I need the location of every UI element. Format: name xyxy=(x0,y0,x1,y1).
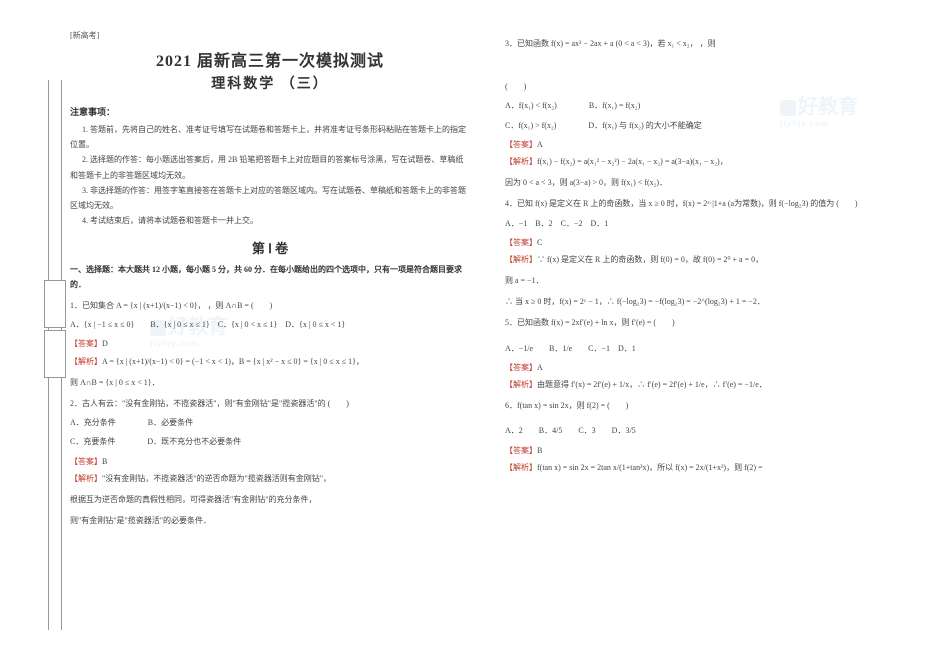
q6-options: A．2 B．4/5 C．3 D．3/5 xyxy=(505,423,915,438)
q2-answer: 【答案】B xyxy=(70,454,470,469)
notice-2: 2. 选择题的作答：每小题选出答案后，用 2B 铅笔把答题卡上对应题目的答案标号… xyxy=(70,152,470,182)
q6-ans-value: B xyxy=(537,446,542,455)
q4-sol-label: 【解析】 xyxy=(505,255,537,264)
q3-ans-value: A xyxy=(537,140,543,149)
q3-answer: 【答案】A xyxy=(505,137,915,152)
q2-solution: 【解析】"没有金刚钻，不揽瓷器活"的逆否命题为"揽瓷器活则有金刚钻"， xyxy=(70,471,470,486)
q4-sol-line2: 则 a = −1． xyxy=(505,273,915,288)
page-container: [新高考] 2021 届新高三第一次模拟测试 理科数学 （三） 注意事项： 1.… xyxy=(0,0,945,548)
q3-options-1: A．f(x₁) < f(x₂) B．f(x₁) = f(x₂) xyxy=(505,98,915,113)
q4-options: A．−1 B．2 C．−2 D．1 xyxy=(505,216,915,231)
q3-stem: 3．已知函数 f(x) = ax² − 2ax + a (0 < a < 3)，… xyxy=(505,39,698,48)
title-sub: 理科数学 （三） xyxy=(70,73,470,93)
q3-ans-label: 【答案】 xyxy=(505,140,537,149)
notice-3: 3. 非选择题的作答：用签字笔直接答在答题卡上对应的答题区域内。写在试题卷、草稿… xyxy=(70,183,470,213)
q4-solution: 【解析】∵ f(x) 是定义在 R 上的奇函数，则 f(0) = 0，故 f(0… xyxy=(505,252,915,267)
q2-sol-line2: 根据互为逆否命题的真假性相同，可得瓷器活"有金刚钻"的充分条件， xyxy=(70,492,470,507)
q5-solution: 【解析】由题意得 f′(x) = 2f′(e) + 1/x，∴ f′(e) = … xyxy=(505,377,915,392)
q3-sol-line2: 因为 0 < a < 3，则 a(3−a) > 0，则 f(x₁) < f(x₂… xyxy=(505,175,915,190)
q3-stem2: ，则 xyxy=(700,39,716,48)
q3-gap: ( ) xyxy=(505,79,915,94)
notice-heading: 注意事项： xyxy=(70,105,470,118)
question-2: 2．古人有云："没有金刚钻，不揽瓷器活"，则"有金刚钻"是"揽瓷器活"的 ( ) xyxy=(70,396,470,411)
q2-ans-value: B xyxy=(102,457,107,466)
volume-title: 第 Ⅰ 卷 xyxy=(70,238,470,257)
q2-sol-label: 【解析】 xyxy=(70,474,102,483)
exam-tag: [新高考] xyxy=(70,30,470,41)
q5-options: A．−1/e B．1/e C．−1 D．1 xyxy=(505,341,915,356)
q2-sol-line3: 则"有金刚钻"是"揽瓷器活"的必要条件． xyxy=(70,513,470,528)
q5-sol-label: 【解析】 xyxy=(505,380,537,389)
q3-sol-text: f(x₁) − f(x₂) = a(x₁² − x₂²) − 2a(x₁ − x… xyxy=(537,157,728,166)
q5-ans-label: 【答案】 xyxy=(505,363,537,372)
q3-solution: 【解析】f(x₁) − f(x₂) = a(x₁² − x₂²) − 2a(x₁… xyxy=(505,154,915,169)
q2-ans-label: 【答案】 xyxy=(70,457,102,466)
question-4: 4．已知 f(x) 是定义在 R 上的奇函数，当 x ≥ 0 时，f(x) = … xyxy=(505,196,915,211)
q6-sol-label: 【解析】 xyxy=(505,463,537,472)
q1-stem2: ，则 A∩B = ( ) xyxy=(208,301,273,310)
q1-sol-text: A = {x | (x+1)/(x−1) < 0} = (−1 < x < 1)… xyxy=(102,357,364,366)
q6-answer: 【答案】B xyxy=(505,443,915,458)
q1-ans-label: 【答案】 xyxy=(70,339,102,348)
q1-solution: 【解析】A = {x | (x+1)/(x−1) < 0} = (−1 < x … xyxy=(70,354,470,369)
left-column: [新高考] 2021 届新高三第一次模拟测试 理科数学 （三） 注意事项： 1.… xyxy=(70,30,470,528)
notice-4: 4. 考试结束后，请将本试题卷和答题卡一并上交。 xyxy=(70,213,470,228)
q3-sol-label: 【解析】 xyxy=(505,157,537,166)
question-1: 1．已知集合 A = {x | (x+1)/(x−1) < 0}， ，则 A∩B… xyxy=(70,298,470,313)
q6-ans-label: 【答案】 xyxy=(505,446,537,455)
q2-sol-text: "没有金刚钻，不揽瓷器活"的逆否命题为"揽瓷器活则有金刚钻"， xyxy=(102,474,331,483)
q4-sol-text: ∵ f(x) 是定义在 R 上的奇函数，则 f(0) = 0，故 f(0) = … xyxy=(537,255,763,264)
q1-ans-value: D xyxy=(102,339,108,348)
q4-answer: 【答案】C xyxy=(505,235,915,250)
q5-answer: 【答案】A xyxy=(505,360,915,375)
q1-stem: 1．已知集合 A = {x | (x+1)/(x−1) < 0}， xyxy=(70,301,206,310)
question-3: 3．已知函数 f(x) = ax² − 2ax + a (0 < a < 3)，… xyxy=(505,36,915,51)
q4-ans-label: 【答案】 xyxy=(505,238,537,247)
question-5: 5．已知函数 f(x) = 2xf′(e) + ln x，则 f′(e) = (… xyxy=(505,315,915,330)
q1-answer: 【答案】D xyxy=(70,336,470,351)
right-column: 3．已知函数 f(x) = ax² − 2ax + a (0 < a < 3)，… xyxy=(505,30,915,528)
title-main: 2021 届新高三第一次模拟测试 xyxy=(70,47,470,71)
notice-1: 1. 答题前，先将自己的姓名、准考证号填写在试题卷和答题卡上，并将准考证号条形码… xyxy=(70,122,470,152)
q1-sol-line2: 则 A∩B = {x | 0 ≤ x < 1}． xyxy=(70,375,470,390)
q4-sol-line3: ∴ 当 x ≥ 0 时，f(x) = 2ˣ − 1，∴ f(−log₂3) = … xyxy=(505,294,915,309)
q1-sol-label: 【解析】 xyxy=(70,357,102,366)
q2-options-1: A．充分条件 B．必要条件 xyxy=(70,415,470,430)
q4-ans-value: C xyxy=(537,238,542,247)
q5-ans-value: A xyxy=(537,363,543,372)
section-1-heading: 一、选择题：本大题共 12 小题，每小题 5 分，共 60 分．在每小题给出的四… xyxy=(70,263,470,292)
question-6: 6．f(tan x) = sin 2x，则 f(2) = ( ) xyxy=(505,398,915,413)
q6-sol-text: f(tan x) = sin 2x = 2tan x/(1+tan²x)，所以 … xyxy=(537,463,763,472)
q3-options-2: C．f(x₁) > f(x₂) D．f(x₁) 与 f(x₂) 的大小不能确定 xyxy=(505,118,915,133)
q5-sol-text: 由题意得 f′(x) = 2f′(e) + 1/x，∴ f′(e) = 2f′(… xyxy=(537,380,767,389)
q2-options-2: C．充要条件 D．既不充分也不必要条件 xyxy=(70,434,470,449)
q6-solution: 【解析】f(tan x) = sin 2x = 2tan x/(1+tan²x)… xyxy=(505,460,915,475)
q1-options: A．{x | −1 ≤ x ≤ 0} B．{x | 0 ≤ x ≤ 1} C．{… xyxy=(70,317,470,332)
